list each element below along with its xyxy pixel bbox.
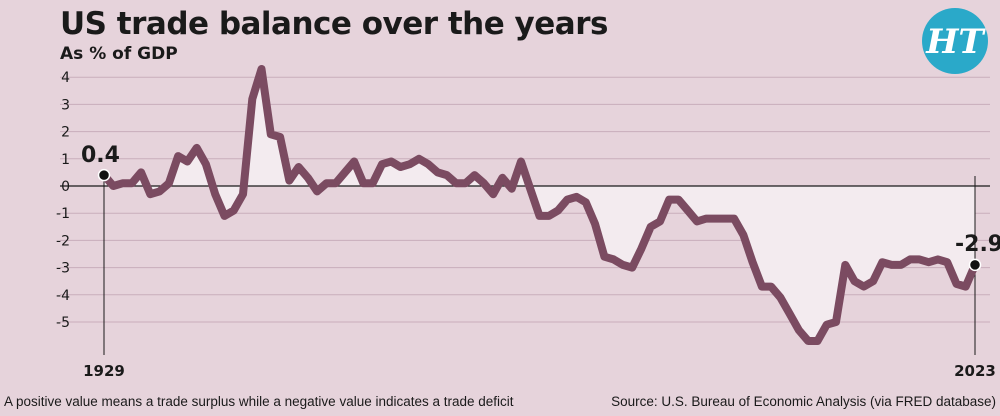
y-tick-label: -2 <box>56 233 70 249</box>
y-tick-label: 4 <box>61 70 70 86</box>
y-tick-label: -4 <box>56 288 70 304</box>
annotation-label: 0.4 <box>81 143 120 168</box>
y-tick-label: 3 <box>61 97 70 113</box>
y-tick-label: 1 <box>61 152 70 168</box>
y-tick-label: 0 <box>61 179 70 195</box>
annotation-dot <box>97 168 111 182</box>
series-line-layer <box>100 65 979 345</box>
logo-circle <box>922 8 988 74</box>
footnote: A positive value means a trade surplus w… <box>4 394 514 409</box>
y-tick-label: -5 <box>56 315 70 331</box>
annotations: 0.4 -2.9 <box>81 143 1000 272</box>
source-note: Source: U.S. Bureau of Economic Analysis… <box>611 394 996 409</box>
y-tick-labels: -5 -4 -3 -2 -1 0 1 2 3 4 <box>56 70 70 331</box>
y-tick-label: 2 <box>61 125 70 141</box>
x-start-label: 1929 <box>83 362 125 380</box>
annotation-dot <box>968 258 982 272</box>
y-tick-label: -3 <box>56 261 70 277</box>
series-line <box>100 65 979 345</box>
ht-logo: HT <box>922 8 988 74</box>
logo-text: HT <box>925 22 986 62</box>
chart-title: US trade balance over the years <box>60 6 608 42</box>
x-end-label: 2023 <box>954 362 996 380</box>
annotation-label: -2.9 <box>955 232 1000 257</box>
y-tick-label: -1 <box>56 206 70 222</box>
chart-subtitle: As % of GDP <box>60 44 178 64</box>
